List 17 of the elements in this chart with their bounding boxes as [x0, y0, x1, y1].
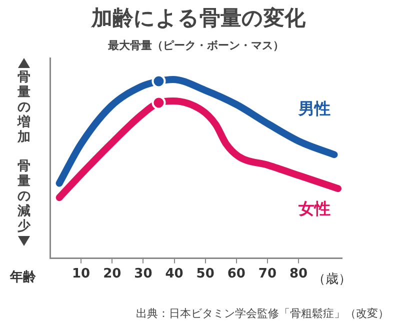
text: 最大骨量（ピーク・ボーン・マス）	[108, 38, 284, 53]
x-tick-label: 70	[258, 266, 276, 282]
x-tick-label: 30	[134, 266, 152, 282]
x-tick-label: 40	[165, 266, 184, 282]
x-tick-label: 20	[103, 266, 122, 282]
text: （歳）	[312, 272, 352, 287]
chart-title: 加齢による骨量の変化	[90, 5, 306, 32]
x-tick-label: 50	[196, 266, 214, 282]
x-tick-label: 10	[72, 266, 90, 282]
text: 骨量の減少	[18, 159, 30, 234]
series-label: 女性	[298, 199, 331, 218]
series-label: 男性	[298, 99, 331, 118]
x-tick-label: 80	[289, 266, 308, 282]
y-axis-title: 骨量の増加	[18, 70, 30, 145]
x-axis-title: 年齢	[10, 269, 36, 286]
source-note: 出典：日本ビタミン学会監修「骨粗鬆症」（改変）	[136, 306, 389, 321]
x-tick-label: 60	[227, 266, 246, 282]
